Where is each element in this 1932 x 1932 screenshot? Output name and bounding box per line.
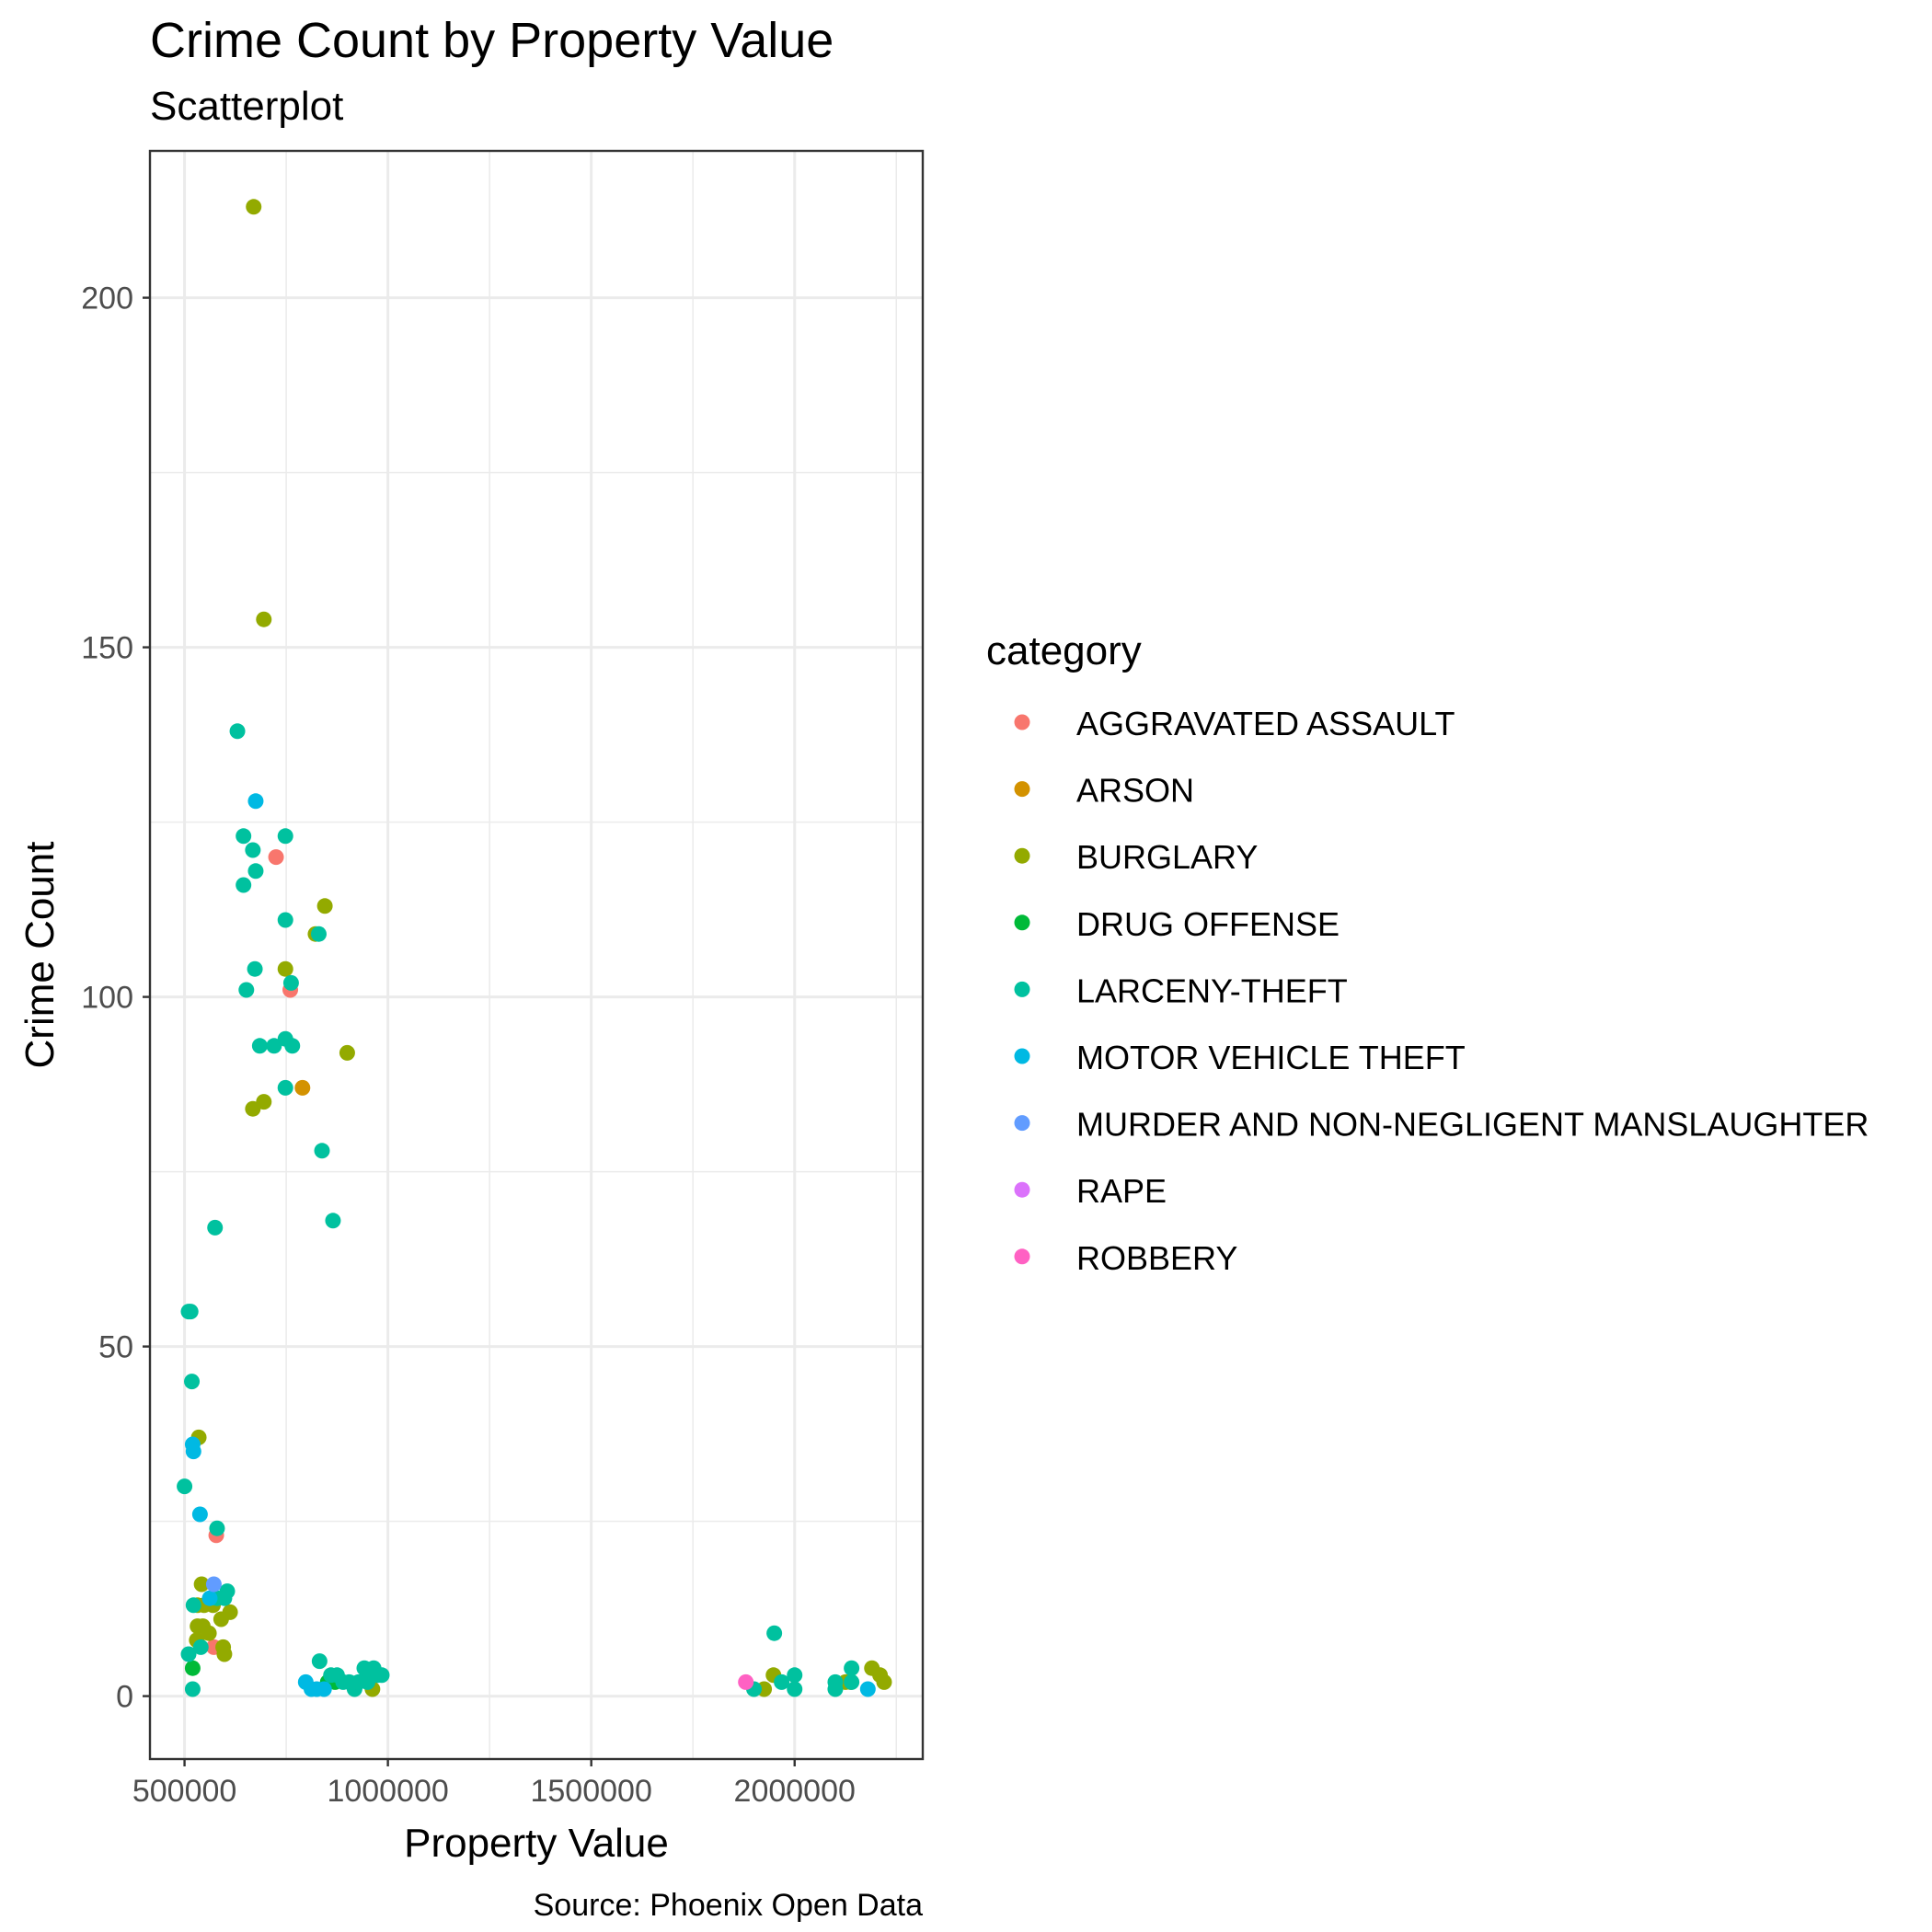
point-larceny-theft <box>314 1143 330 1159</box>
point-aggravated-assault <box>268 849 284 866</box>
legend-label: MOTOR VEHICLE THEFT <box>1076 1039 1466 1076</box>
legend-key <box>1014 981 1030 997</box>
point-burglary <box>216 1646 233 1662</box>
point-burglary <box>256 611 272 627</box>
legend-key <box>1014 781 1030 798</box>
point-larceny-theft <box>236 828 252 845</box>
point-burglary <box>193 1576 210 1593</box>
point-motor-vehicle-theft <box>201 1590 218 1606</box>
y-tick-label: 50 <box>98 1330 133 1365</box>
point-larceny-theft <box>787 1667 803 1684</box>
x-tick-label: 500000 <box>132 1774 236 1809</box>
point-burglary <box>213 1611 229 1627</box>
data-points <box>177 199 892 1697</box>
point-larceny-theft <box>245 842 261 858</box>
legend-label: BURGLARY <box>1076 838 1258 876</box>
y-axis-title: Crime Count <box>17 842 63 1069</box>
point-larceny-theft <box>192 1639 209 1655</box>
y-tick-label: 150 <box>81 631 133 666</box>
point-drug-offense <box>184 1660 201 1676</box>
point-larceny-theft <box>182 1304 199 1320</box>
legend-key <box>1014 1048 1030 1064</box>
x-tick-label: 2000000 <box>734 1774 856 1809</box>
point-larceny-theft <box>184 1681 201 1697</box>
point-arson <box>294 1079 311 1096</box>
legend-key <box>1014 1181 1030 1198</box>
point-murder-and-non-negligent-manslaughter <box>205 1576 222 1593</box>
point-larceny-theft <box>229 723 246 740</box>
chart-title: Crime Count by Property Value <box>150 13 834 68</box>
point-larceny-theft <box>277 828 293 845</box>
point-larceny-theft <box>180 1646 197 1662</box>
x-tick-label: 1500000 <box>530 1774 651 1809</box>
legend-label: RAPE <box>1076 1172 1167 1210</box>
point-larceny-theft <box>185 1597 201 1614</box>
point-larceny-theft <box>277 912 293 928</box>
legend-key <box>1014 714 1030 730</box>
legend-label: LARCENY-THEFT <box>1076 972 1348 1009</box>
legend-label: DRUG OFFENSE <box>1076 905 1340 943</box>
point-burglary <box>339 1044 355 1061</box>
legend-label: ARSON <box>1076 772 1194 810</box>
point-larceny-theft <box>207 1219 224 1236</box>
point-motor-vehicle-theft <box>316 1681 332 1697</box>
legend-label: MURDER AND NON-NEGLIGENT MANSLAUGHTER <box>1076 1106 1869 1144</box>
point-larceny-theft <box>177 1478 193 1495</box>
point-larceny-theft <box>774 1673 790 1690</box>
point-larceny-theft <box>247 960 263 977</box>
point-larceny-theft <box>284 1038 301 1054</box>
point-larceny-theft <box>236 877 252 893</box>
y-tick-label: 0 <box>116 1680 133 1715</box>
chart-subtitle: Scatterplot <box>150 84 343 129</box>
point-larceny-theft <box>282 974 299 991</box>
point-larceny-theft <box>325 1213 341 1229</box>
legend-title: category <box>986 628 1142 673</box>
y-tick-label: 200 <box>81 282 133 316</box>
point-burglary <box>201 1625 217 1641</box>
x-axis-title: Property Value <box>404 1821 669 1866</box>
point-burglary <box>316 898 333 914</box>
point-larceny-theft <box>311 1653 328 1670</box>
legend: category AGGRAVATED ASSAULT ARSON BURGLARY… <box>986 628 1869 1277</box>
plot-border <box>148 149 925 1761</box>
point-larceny-theft <box>216 1590 233 1606</box>
y-tick-label: 100 <box>81 981 133 1016</box>
point-larceny-theft <box>787 1681 803 1697</box>
point-larceny-theft <box>827 1681 844 1697</box>
point-robbery <box>738 1673 754 1690</box>
legend-key <box>1014 1115 1030 1132</box>
point-motor-vehicle-theft <box>185 1443 201 1460</box>
legend-key <box>1014 1248 1030 1265</box>
legend-label: ROBBERY <box>1076 1239 1237 1277</box>
point-burglary <box>876 1673 892 1690</box>
chart-caption: Source: Phoenix Open Data <box>534 1888 923 1923</box>
plot-panel <box>150 151 923 1759</box>
point-motor-vehicle-theft <box>247 793 264 810</box>
legend-key <box>1014 847 1030 864</box>
point-larceny-theft <box>266 1038 282 1054</box>
x-axis: 500000 1000000 1500000 2000000 <box>132 1759 856 1809</box>
point-larceny-theft <box>238 982 255 998</box>
legend-key <box>1014 914 1030 931</box>
legend-label: AGGRAVATED ASSAULT <box>1076 705 1455 742</box>
point-larceny-theft <box>844 1660 860 1676</box>
point-burglary <box>246 199 262 215</box>
point-larceny-theft <box>184 1374 201 1390</box>
x-tick-label: 1000000 <box>327 1774 448 1809</box>
y-axis: 0 50 100 150 200 <box>81 282 150 1715</box>
point-larceny-theft <box>310 926 327 942</box>
point-larceny-theft <box>247 863 264 880</box>
point-larceny-theft <box>766 1625 783 1641</box>
point-larceny-theft <box>277 1079 293 1096</box>
point-burglary <box>245 1100 261 1117</box>
point-motor-vehicle-theft <box>859 1681 876 1697</box>
minor-gridlines <box>150 151 923 1759</box>
point-larceny-theft <box>374 1667 390 1684</box>
point-larceny-theft <box>251 1038 268 1054</box>
point-larceny-theft <box>844 1673 860 1690</box>
point-motor-vehicle-theft <box>191 1506 208 1523</box>
point-burglary <box>277 960 293 977</box>
point-larceny-theft <box>209 1520 225 1536</box>
